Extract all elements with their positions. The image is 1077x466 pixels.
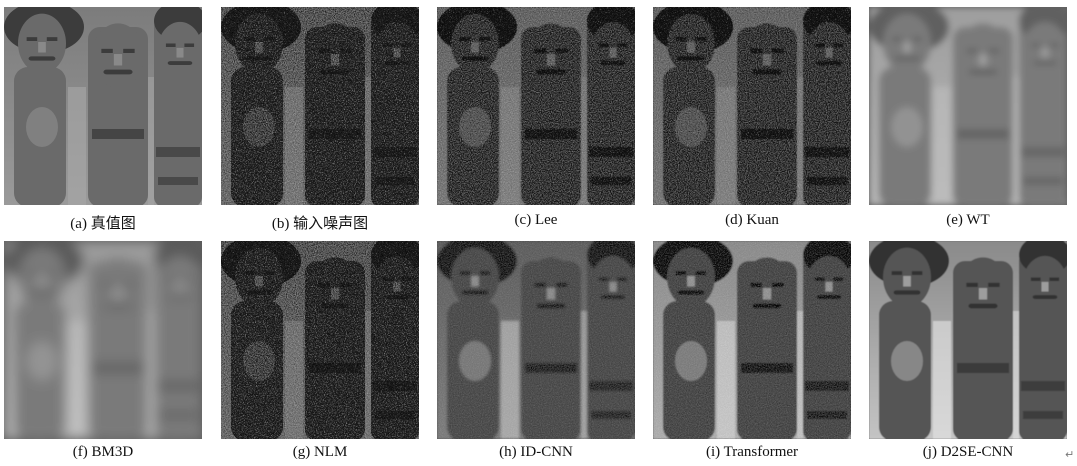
panel-image [653,7,851,205]
panel-caption: (i) Transformer [705,444,799,460]
panel-caption: (h) ID-CNN [499,444,573,460]
panel-caption: (a) 真值图 [70,216,136,232]
panel-caption: (j) D2SE-CNN [922,444,1014,460]
return-mark-icon: ↵ [1065,448,1075,461]
panel-caption: (d) Kuan [725,212,779,228]
panel-caption: (c) Lee [514,212,558,228]
panel-image [4,241,202,439]
panel-image [869,7,1067,205]
panel-caption: (f) BM3D [72,444,134,460]
panel-caption: (b) 输入噪声图 [271,216,369,232]
panel-image [869,241,1067,439]
panel-image [653,241,851,439]
panel-image [437,241,635,439]
panel-caption: (e) WT [946,212,990,228]
panel-image [221,241,419,439]
panel-image [437,7,635,205]
panel-caption: (g) NLM [292,444,348,460]
panel-image [4,7,202,205]
panel-image [221,7,419,205]
